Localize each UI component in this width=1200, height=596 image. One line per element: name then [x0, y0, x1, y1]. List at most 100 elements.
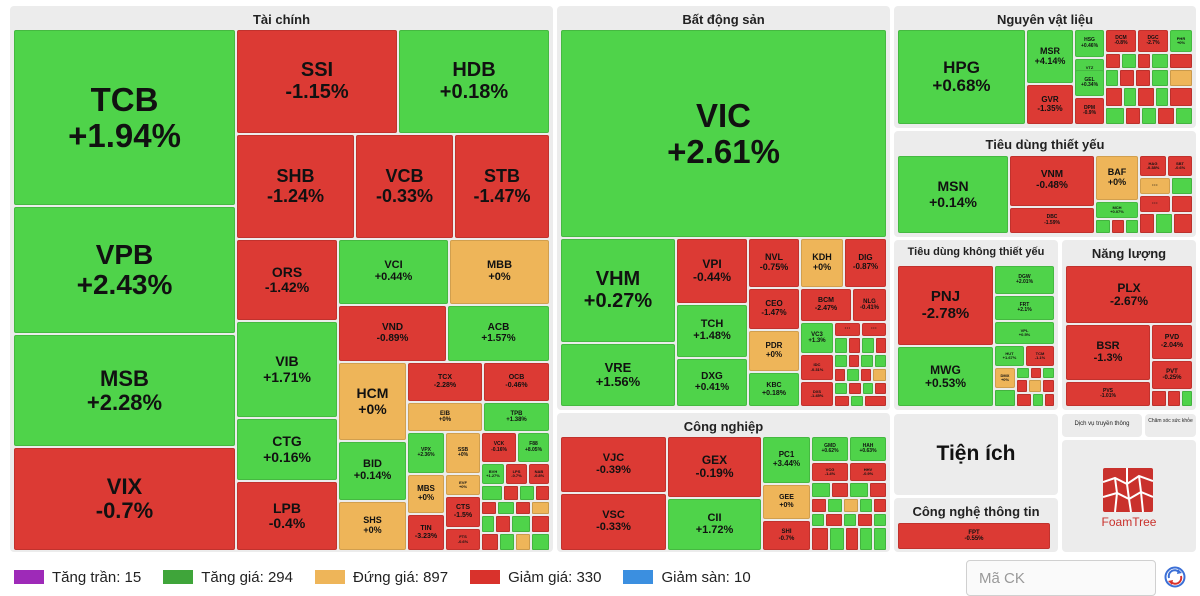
tile-ssb[interactable]: SSB +0%: [446, 433, 480, 473]
tile-vck[interactable]: VCK -0.16%: [482, 433, 516, 462]
sector-tien-ich[interactable]: Tiện ích: [894, 414, 1058, 495]
tile-small[interactable]: [1152, 391, 1166, 406]
tile-cii[interactable]: CII +1.72%: [668, 499, 761, 550]
tile-small[interactable]: [849, 338, 860, 353]
tile-small[interactable]: [835, 355, 847, 367]
tile-small[interactable]: [826, 514, 842, 526]
tile-vcg[interactable]: VCG -1.4%: [812, 463, 848, 481]
tile-pc1[interactable]: PC1 +3.44%: [763, 437, 810, 483]
tile-dgw[interactable]: DGW +2.01%: [995, 266, 1054, 294]
tile-tcx[interactable]: TCX -2.28%: [408, 363, 482, 401]
tile-hdb[interactable]: HDB +0.18%: [399, 30, 549, 133]
tile-vhm[interactable]: VHM +0.27%: [561, 239, 675, 342]
tile-shb[interactable]: SHB -1.24%: [237, 135, 354, 238]
tile-small[interactable]: [860, 499, 872, 512]
tile-small[interactable]: [536, 486, 549, 500]
tile-nab[interactable]: NAB -0.8%: [529, 464, 549, 484]
tile-hsg[interactable]: HSG +0.46%: [1075, 30, 1104, 57]
tile-small[interactable]: [482, 534, 498, 550]
tile-small[interactable]: [1182, 391, 1192, 406]
tile-small[interactable]: [835, 383, 847, 394]
tile-small[interactable]: [516, 502, 530, 514]
tile-bcm[interactable]: BCM -2.47%: [801, 289, 851, 321]
tile-dxs[interactable]: DXS -1.45%: [801, 382, 833, 406]
tile-more[interactable]: ···: [1140, 196, 1170, 212]
tile-small[interactable]: [861, 355, 873, 367]
tile-evf[interactable]: EVF +0%: [446, 475, 480, 495]
tile-nlg[interactable]: NLG -0.41%: [853, 289, 886, 321]
tile-vib[interactable]: VIB +1.71%: [237, 322, 337, 417]
tile-ssi[interactable]: SSI -1.15%: [237, 30, 397, 133]
tile-fts[interactable]: FTS -0.6%: [446, 529, 480, 550]
tile-small[interactable]: [1140, 214, 1154, 233]
tile-dmx[interactable]: DMX +0%: [995, 368, 1015, 388]
tile-nvl[interactable]: NVL -0.75%: [749, 239, 799, 287]
tile-vpl[interactable]: VPL +0.5%: [995, 322, 1054, 344]
tile-small[interactable]: [874, 514, 886, 526]
tile-dgc[interactable]: DGC -2.7%: [1138, 30, 1168, 52]
tile-vpi[interactable]: VPI -0.44%: [677, 239, 747, 303]
tile-small[interactable]: [860, 528, 872, 550]
tile-pvd[interactable]: PVD -2.04%: [1152, 325, 1192, 359]
tile-fpt[interactable]: FPT -0.55%: [898, 523, 1050, 549]
tile-small[interactable]: [1138, 54, 1150, 68]
tile-phr[interactable]: PHR +0%: [1170, 30, 1192, 52]
tile-bvh[interactable]: BVH +1.27%: [482, 464, 504, 484]
tile-ocb[interactable]: OCB -0.46%: [484, 363, 549, 401]
tile-small[interactable]: [1168, 391, 1180, 406]
tile-lps[interactable]: LPS -0.7%: [506, 464, 527, 484]
tile-kbc[interactable]: KBC +0.18%: [749, 373, 799, 406]
tile-pnj[interactable]: PNJ -2.78%: [898, 266, 993, 345]
tile-dxg[interactable]: DXG +0.41%: [677, 359, 747, 406]
tile-small[interactable]: [849, 383, 861, 394]
tile-bsr[interactable]: BSR -1.3%: [1066, 325, 1150, 380]
tile-more[interactable]: ···: [1140, 178, 1170, 194]
tile-dcm[interactable]: DCM -0.8%: [1106, 30, 1136, 52]
tile-small[interactable]: [812, 528, 828, 550]
tile-small[interactable]: [1017, 380, 1027, 392]
tile-small[interactable]: [1096, 220, 1110, 233]
tile-hut[interactable]: HUT +1.67%: [995, 346, 1024, 366]
tile-pvt[interactable]: PVT -0.25%: [1152, 361, 1192, 389]
tile-tcb[interactable]: TCB +1.94%: [14, 30, 235, 205]
tile-small[interactable]: [482, 486, 502, 500]
tile-small[interactable]: [1106, 88, 1122, 106]
tile-more[interactable]: ···: [862, 323, 886, 336]
tile-small[interactable]: [498, 502, 514, 514]
tile-small[interactable]: [1043, 380, 1054, 392]
tile-plx[interactable]: PLX -2.67%: [1066, 266, 1192, 323]
tile-sbt[interactable]: SBT -0.6%: [1168, 156, 1192, 176]
tile-small[interactable]: [1172, 196, 1192, 212]
tile-small[interactable]: [1142, 108, 1156, 124]
tile-mch[interactable]: MCH +0.07%: [1096, 202, 1138, 218]
tile-stb[interactable]: STB -1.47%: [455, 135, 549, 238]
legend-item-up[interactable]: Tăng giá: 294: [163, 569, 293, 586]
tile-vpx[interactable]: VPX +2.36%: [408, 433, 444, 473]
tile-gee[interactable]: GEE +0%: [763, 485, 810, 519]
tile-small[interactable]: [1124, 88, 1136, 106]
tile-ctg[interactable]: CTG +0.16%: [237, 419, 337, 480]
tile-small[interactable]: [835, 369, 845, 381]
tile-small[interactable]: [850, 483, 868, 497]
tile-small[interactable]: [875, 383, 886, 394]
tile-small[interactable]: [849, 355, 859, 367]
tile-small[interactable]: [828, 499, 842, 512]
tile-small[interactable]: [812, 499, 826, 512]
tile-gel[interactable]: GEL +0.34%: [1075, 70, 1104, 96]
tile-small[interactable]: [482, 502, 496, 514]
tile-small[interactable]: [874, 528, 886, 550]
tile-small[interactable]: [862, 338, 874, 353]
tile-mbs[interactable]: MBS +0%: [408, 475, 444, 513]
tile-small[interactable]: [830, 528, 844, 550]
tile-small[interactable]: [844, 499, 858, 512]
tile-small[interactable]: [844, 514, 856, 526]
stock-code-search-input[interactable]: [966, 560, 1156, 596]
tile-tpb[interactable]: TPB +1.38%: [484, 403, 549, 431]
tile-small[interactable]: [846, 528, 858, 550]
tile-vnd[interactable]: VND -0.89%: [339, 306, 446, 361]
tile-small[interactable]: [532, 502, 549, 514]
tile-small[interactable]: [1158, 108, 1174, 124]
tile-small[interactable]: [861, 369, 871, 381]
tile-small[interactable]: [835, 396, 849, 406]
tile-dbc[interactable]: DBC -1.59%: [1010, 208, 1094, 233]
